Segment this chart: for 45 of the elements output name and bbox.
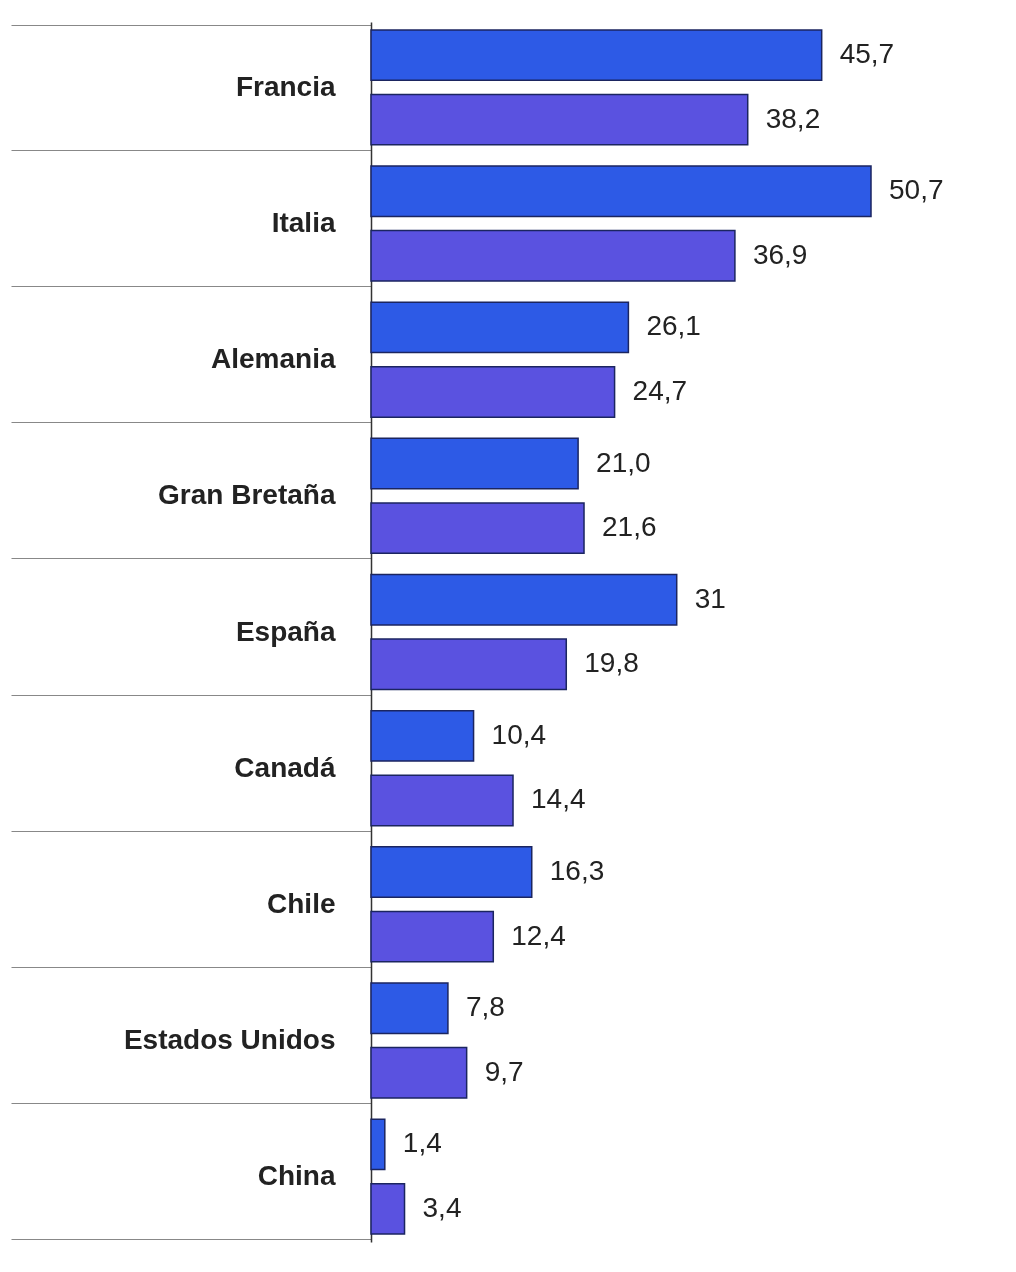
- data-label: 7,8: [465, 991, 505, 1023]
- data-label: 3,4: [422, 1191, 462, 1223]
- y-tick-label: Francia: [235, 70, 336, 102]
- data-label: 26,1: [646, 310, 701, 342]
- bar: [370, 774, 514, 827]
- data-label: 21,6: [602, 511, 657, 543]
- data-label: 14,4: [531, 783, 586, 815]
- y-tick-label: Gran Bretaña: [158, 479, 336, 511]
- bar: [370, 502, 585, 555]
- y-tick-label: Alemania: [211, 343, 336, 375]
- y-tick-label: España: [235, 615, 336, 647]
- data-label: 50,7: [889, 174, 944, 206]
- bar: [370, 910, 495, 963]
- data-label: 10,4: [491, 718, 547, 750]
- data-label: 21,0: [596, 446, 651, 478]
- bar: [370, 1118, 386, 1171]
- bar: [370, 229, 736, 282]
- bar: [370, 301, 630, 354]
- bar: [370, 982, 449, 1035]
- data-label: 38,2: [765, 102, 821, 134]
- bar: [370, 29, 823, 81]
- y-tick-label: Italia: [271, 207, 336, 239]
- bar: [370, 93, 749, 146]
- data-label: 16,3: [549, 855, 605, 887]
- data-label: 24,7: [632, 374, 688, 406]
- bar: [370, 165, 872, 218]
- bar: [370, 437, 579, 490]
- bar: [370, 709, 475, 762]
- y-tick-label: China: [257, 1160, 336, 1192]
- bar: [370, 573, 678, 626]
- bar: [370, 1046, 468, 1099]
- y-tick-label: Chile: [267, 887, 336, 919]
- data-label: 19,8: [584, 647, 639, 679]
- data-label: 1,4: [402, 1127, 442, 1159]
- bar: [370, 366, 616, 418]
- data-label: 31: [694, 582, 726, 614]
- data-label: 36,9: [752, 238, 808, 270]
- data-label: 12,4: [511, 919, 566, 951]
- y-tick-label: Canadá: [234, 751, 336, 783]
- y-tick-label: Estados Unidos: [123, 1023, 336, 1055]
- bar: [370, 638, 568, 691]
- bar: [370, 846, 533, 898]
- data-label: 45,7: [839, 38, 895, 70]
- bar: [370, 1183, 406, 1235]
- data-label: 9,7: [484, 1055, 524, 1087]
